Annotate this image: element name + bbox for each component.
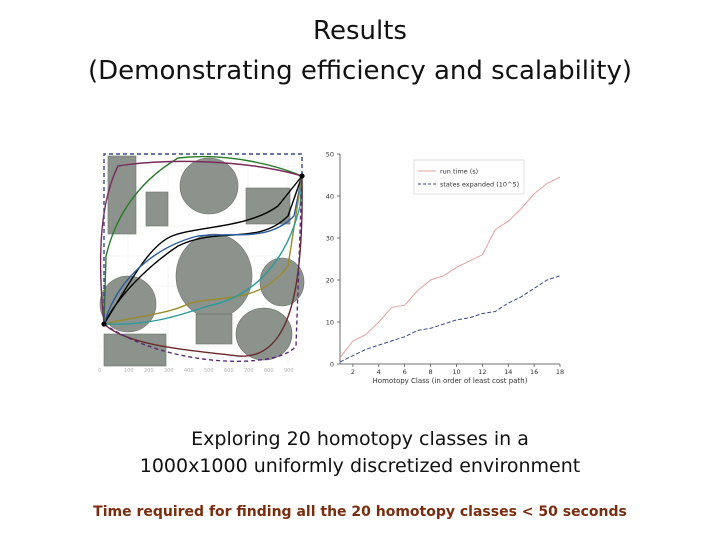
footer-note: Time required for finding all the 20 hom… xyxy=(93,504,627,520)
x-axis-label: Homotopy Class (in order of least cost p… xyxy=(373,377,528,385)
svg-text:500: 500 xyxy=(204,368,214,374)
caption-line-1: Exploring 20 homotopy classes in a xyxy=(191,428,529,450)
chart-legend: run time (s) states expanded (10^5) xyxy=(413,159,525,195)
runtime-chart: 0 10 20 30 40 50 2 4 6 8 10 12 14 16 18 Homotopy Class … xyxy=(326,151,564,386)
svg-text:200: 200 xyxy=(144,368,154,374)
legend-label-2: states expanded (10^5) xyxy=(440,181,519,189)
svg-text:300: 300 xyxy=(164,368,174,374)
svg-text:100: 100 xyxy=(124,368,134,374)
path-class-1 xyxy=(103,175,303,325)
path-class-3 xyxy=(103,155,303,325)
svg-text:400: 400 xyxy=(184,368,194,374)
chart-series xyxy=(339,176,561,363)
x-tick-label: 8 xyxy=(429,368,433,376)
path-class-7 xyxy=(103,175,303,325)
goal-marker xyxy=(299,173,305,179)
caption-line-2: 1000x1000 uniformly discretized environm… xyxy=(139,455,581,477)
svg-text:600: 600 xyxy=(224,368,234,374)
path-class-2 xyxy=(103,175,303,325)
svg-text:800: 800 xyxy=(264,368,274,374)
slide-title: Results xyxy=(313,16,407,46)
series-line-2 xyxy=(339,275,561,363)
svg-text:900: 900 xyxy=(284,368,294,374)
path-class-6 xyxy=(103,175,303,325)
slide-subtitle: (Demonstrating efficiency and scalabilit… xyxy=(88,56,632,86)
x-tick-label: 18 xyxy=(556,368,564,376)
path-class-10 xyxy=(103,175,303,362)
x-tick-label: 4 xyxy=(377,368,381,376)
x-tick-label: 2 xyxy=(351,368,355,376)
svg-text:0: 0 xyxy=(98,368,101,374)
y-tick-label: 20 xyxy=(326,277,334,285)
start-marker xyxy=(101,321,107,327)
obstacles xyxy=(99,155,305,367)
legend-label-1: run time (s) xyxy=(440,168,478,176)
y-tick-label: 0 xyxy=(330,361,334,369)
y-tick-label: 40 xyxy=(326,193,334,201)
path-class-5 xyxy=(103,175,303,325)
x-tick-label: 6 xyxy=(403,368,407,376)
chart-axes: 0 10 20 30 40 50 2 4 6 8 10 12 14 16 18 Homotopy Class … xyxy=(326,151,564,386)
path-class-9 xyxy=(103,153,303,324)
y-tick-label: 50 xyxy=(326,151,334,159)
path-class-4 xyxy=(99,160,303,325)
legend-box xyxy=(413,159,525,195)
environment-map-figure: 0 100 200 300 400 500 600 700 800 900 xyxy=(88,146,308,374)
y-tick-label: 30 xyxy=(326,235,334,243)
x-tick-label: 14 xyxy=(504,368,512,376)
x-tick-label: 16 xyxy=(530,368,538,376)
series-line-1 xyxy=(339,176,561,359)
svg-text:700: 700 xyxy=(244,368,254,374)
y-tick-label: 10 xyxy=(326,319,334,327)
x-tick-label: 10 xyxy=(452,368,460,376)
caption: Exploring 20 homotopy classes in a 1000x… xyxy=(0,426,720,480)
x-tick-label: 12 xyxy=(478,368,486,376)
